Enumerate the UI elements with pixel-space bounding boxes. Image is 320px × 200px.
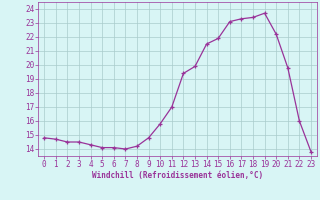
X-axis label: Windchill (Refroidissement éolien,°C): Windchill (Refroidissement éolien,°C) (92, 171, 263, 180)
